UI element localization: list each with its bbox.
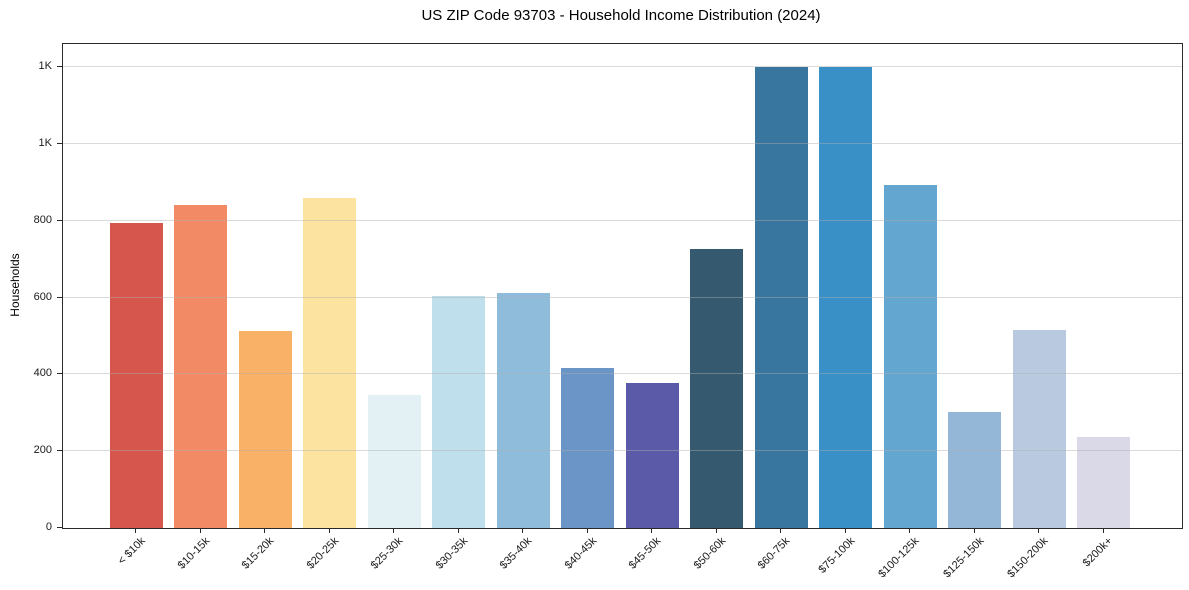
y-tick-label: 0 [45,521,52,533]
x-tick-mark [457,528,459,533]
bar [432,295,485,528]
x-tick-label: $75-100k [816,535,857,576]
y-tick-label: 600 [33,290,52,303]
x-tick-mark [135,528,136,533]
bar [754,67,808,528]
bar [174,205,227,528]
bar [948,412,1001,528]
bar [625,382,679,528]
y-tick-mark [57,142,62,144]
chart-title: US ZIP Code 93703 - Household Income Dis… [421,7,821,24]
x-tick-label: $35-40k [497,535,535,572]
y-tick-mark [57,373,62,375]
x-tick-mark [522,528,523,533]
bar [819,67,872,528]
bar [496,292,550,528]
y-tick-label: 400 [33,367,52,380]
y-tick-mark [57,296,62,298]
x-tick-mark [264,528,265,533]
gridline [63,219,1182,221]
bar [561,368,614,528]
x-tick-mark [1038,528,1039,533]
y-tick-label: 800 [33,213,52,226]
x-tick-label: $30-35k [433,535,470,572]
gridline [63,142,1182,144]
gridline [63,373,1182,375]
x-tick-label: $200k+ [1080,535,1115,570]
x-tick-mark [586,528,588,533]
bar [109,222,163,528]
x-tick-label: $15-20k [239,535,277,572]
y-axis-label: Households [8,253,22,317]
bar [238,331,292,528]
x-tick-label: < $10k [115,535,148,568]
y-tick-mark [57,219,62,221]
x-tick-mark [328,528,330,533]
gridline [63,296,1182,298]
y-tick-label: 200 [33,444,52,457]
bar [690,249,743,528]
x-tick-label: $100-125k [876,535,922,581]
gridline [63,450,1182,452]
y-tick-mark [57,450,62,452]
y-tick-mark [57,66,62,67]
x-tick-label: $150-200k [1005,535,1051,581]
x-tick-label: $45-50k [626,535,664,572]
y-tick-mark [57,527,62,528]
x-tick-mark [393,528,394,533]
y-tick-label: 1K [38,136,52,149]
x-tick-mark [909,528,910,533]
x-tick-mark [651,528,652,533]
bar [1077,437,1130,528]
x-tick-mark [715,528,717,533]
bar [883,185,937,528]
x-tick-label: $125-150k [940,535,986,581]
x-tick-label: $10-15k [175,535,212,572]
x-tick-mark [973,528,975,533]
x-tick-label: $60-75k [755,535,793,572]
x-tick-mark [1102,528,1104,533]
bar [367,395,421,528]
y-tick-label: 1K [38,60,52,72]
x-tick-label: $50-60k [691,535,728,572]
x-tick-label: $20-25k [304,535,341,572]
x-tick-label: $40-45k [562,535,599,572]
bar [303,198,356,528]
x-tick-mark [844,528,846,533]
plot-area [62,43,1183,529]
gridline [63,66,1182,67]
x-tick-label: $25-30k [368,535,406,572]
x-tick-mark [780,528,781,533]
x-tick-mark [199,528,201,533]
bar [1012,329,1066,528]
